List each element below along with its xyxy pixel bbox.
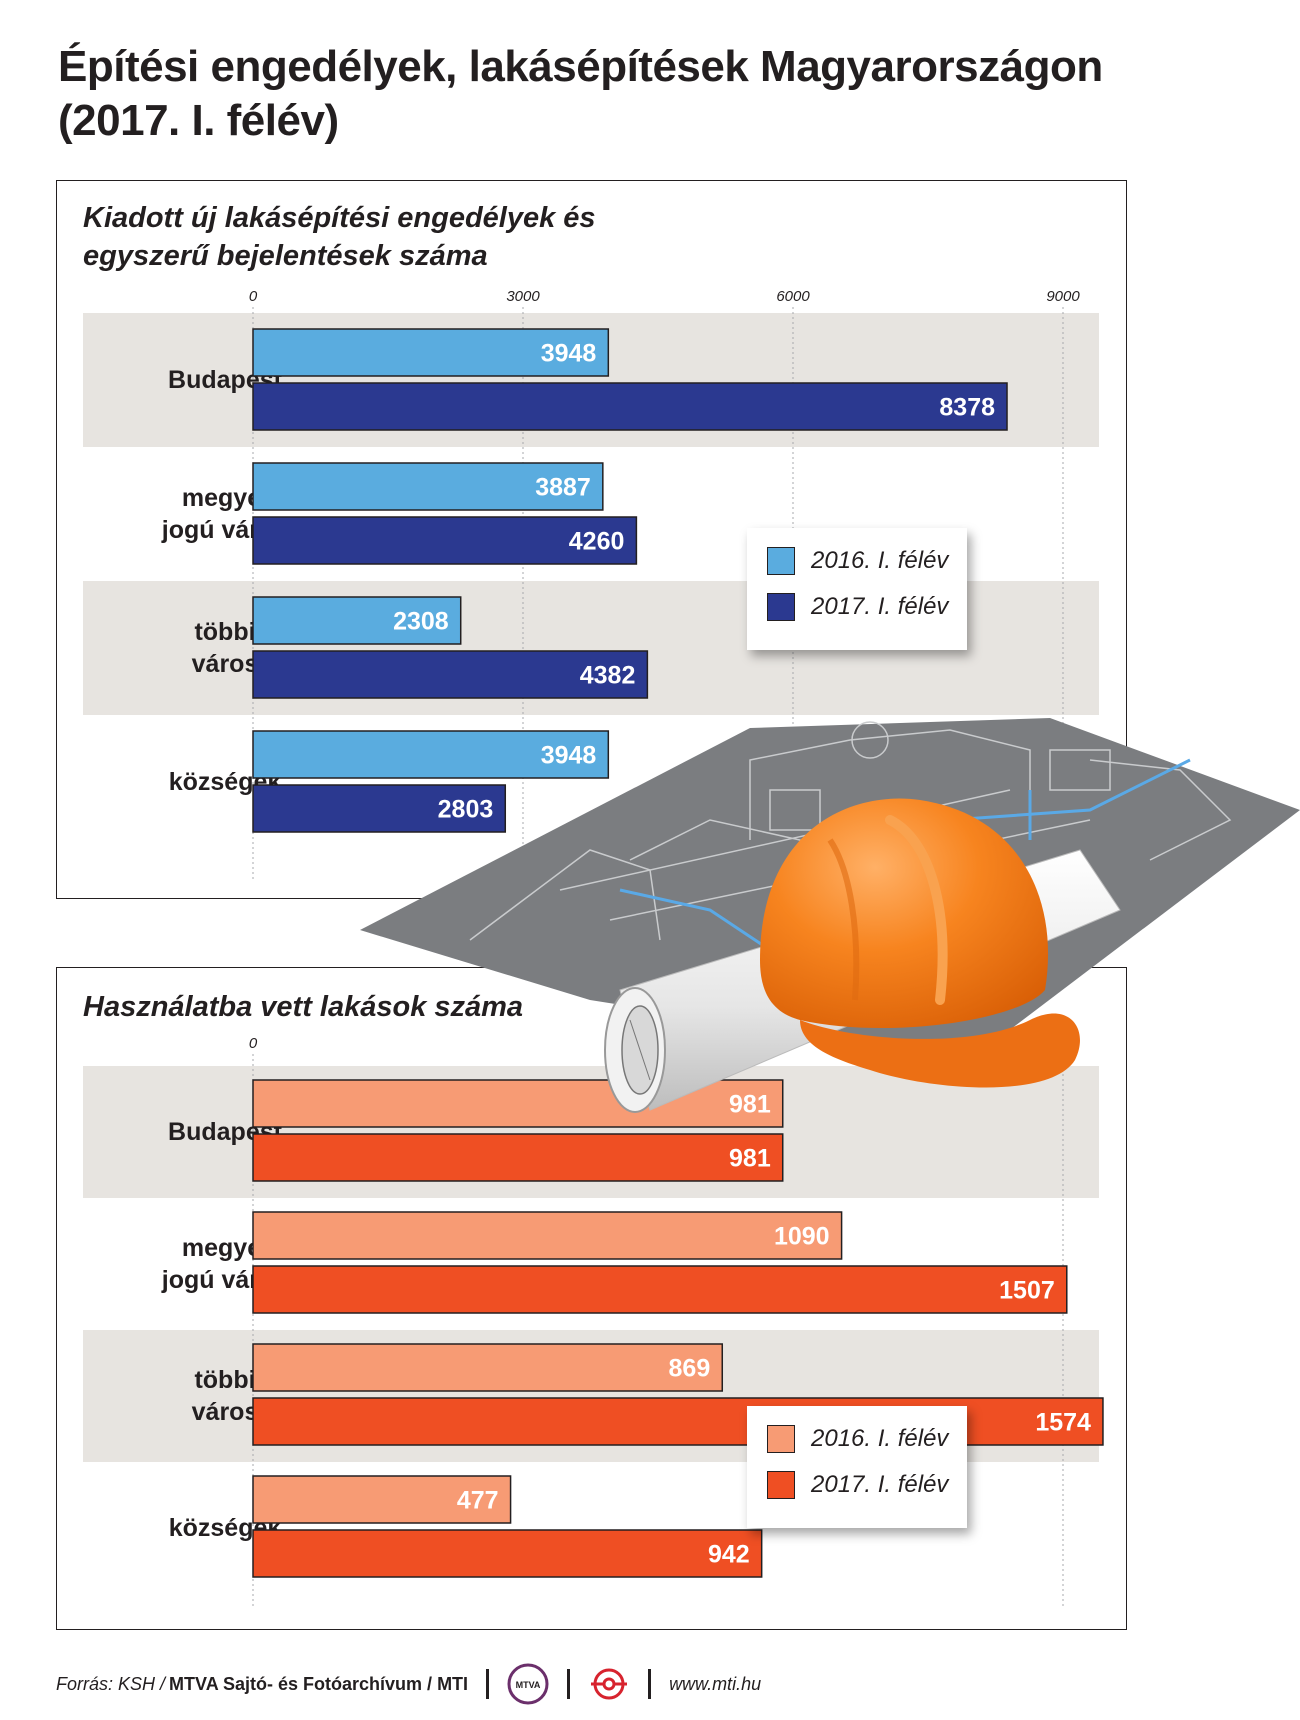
permits-bar-chart: 0 3000 6000 9000Budapest39488378megyeijogú …: [83, 288, 1099, 881]
mtva-logo-text: MTVA: [516, 1680, 541, 1690]
legend-swatch-2016: [767, 547, 795, 575]
completions-legend: 2016. I. félév 2017. I. félév: [747, 1406, 967, 1528]
bar-value-label: 942: [708, 1541, 750, 1569]
bar-value-label: 2803: [438, 796, 494, 824]
title-line-2: (2017. I. félév): [58, 96, 339, 145]
title-line-1: Építési engedélyek, lakásépítések Magyar…: [58, 42, 1103, 91]
legend-item-2016: 2016. I. félév: [767, 538, 949, 584]
completions-title-line-1: Használatba vett lakások száma: [83, 991, 524, 1023]
legend-label-2017: 2017. I. félév: [811, 593, 949, 620]
bar-2016: [252, 596, 462, 645]
tick-label: 9000: [1046, 288, 1080, 305]
permits-title-line-2: egyszerű bejelentések száma: [83, 240, 488, 272]
bar-2016: [252, 1211, 843, 1260]
bar-2017: [252, 382, 1008, 431]
bar-2017: [252, 1397, 1104, 1446]
bar-value-label: 4382: [580, 662, 636, 690]
permits-legend: 2016. I. félév 2017. I. félév: [747, 528, 967, 650]
bar-value-label: 3948: [541, 340, 597, 368]
footer-divider: [648, 1669, 652, 1699]
bar-value-label: 869: [669, 1355, 711, 1383]
bar-2017: [252, 1265, 1068, 1314]
bar-value-label: 3887: [535, 474, 591, 502]
completions-chart-title: Használatba vett lakások száma: [83, 988, 523, 1026]
bar-2017: [252, 516, 638, 565]
legend-swatch-2016: [767, 1425, 795, 1453]
category-label: többi: [194, 1366, 255, 1394]
legend-item-2017: 2017. I. félév: [767, 584, 949, 630]
tick-label: 3000: [506, 288, 540, 305]
construction-illustration: [360, 718, 1300, 1113]
tick-label: 0: [249, 1035, 258, 1052]
category-label: többi: [194, 618, 255, 646]
legend-label-2016: 2016. I. félév: [811, 1425, 949, 1452]
tick-label: 6000: [776, 288, 810, 305]
agency-credit: MTVA Sajtó- és Fotóarchívum / MTI: [169, 1673, 469, 1694]
legend-item-2017: 2017. I. félév: [767, 1462, 949, 1508]
bar-value-label: 3948: [541, 742, 597, 770]
bar-value-label: 477: [457, 1487, 499, 1515]
footer: Forrás: KSH / MTVA Sajtó- és Fotóarchívu…: [56, 1663, 1256, 1705]
bar-2017: [252, 784, 507, 833]
bar-2016: [252, 328, 610, 377]
legend-label-2016: 2016. I. félév: [811, 547, 949, 574]
bar-value-label: 1574: [1035, 1409, 1091, 1437]
tick-label: 0: [249, 288, 258, 305]
bar-2017: [252, 1133, 784, 1182]
bar-2016: [252, 1475, 512, 1524]
bar-value-label: 981: [729, 1091, 771, 1119]
page-title: Építési engedélyek, lakásépítések Magyar…: [58, 40, 1258, 148]
permits-title-line-1: Kiadott új lakásépítési engedélyek és: [83, 202, 596, 234]
source-label: Forrás: KSH /: [56, 1673, 166, 1694]
bar-2016: [252, 462, 604, 511]
bar-value-label: 8378: [939, 394, 995, 422]
bar-value-label: 981: [729, 1145, 771, 1173]
category-label: város: [192, 1398, 259, 1426]
bar-value-label: 1507: [999, 1277, 1055, 1305]
completions-bar-chart: 01500Budapest981981megyeijogú város10901…: [83, 1035, 1104, 1608]
legend-item-2016: 2016. I. félév: [767, 1416, 949, 1462]
category-label: város: [192, 650, 259, 678]
bar-2017: [252, 650, 649, 699]
website-link[interactable]: www.mti.hu: [669, 1673, 762, 1694]
permits-chart-title: Kiadott új lakásépítési engedélyek és eg…: [83, 199, 596, 275]
hard-hat: [760, 798, 1080, 1088]
mti-logo-icon: [591, 1668, 628, 1700]
bar-value-label: 1090: [774, 1223, 830, 1251]
footer-divider: [486, 1669, 490, 1699]
legend-swatch-2017: [767, 593, 795, 621]
blueprint-highlight-lines: [619, 758, 1191, 952]
bar-2016: [252, 1343, 724, 1392]
mtva-logo-icon: MTVA: [507, 1663, 549, 1705]
bar-value-label: 2308: [393, 608, 449, 636]
legend-label-2017: 2017. I. félév: [811, 1471, 949, 1498]
bar-2017: [252, 1529, 763, 1578]
legend-swatch-2017: [767, 1471, 795, 1499]
bar-2016: [252, 730, 610, 779]
bar-value-label: 4260: [569, 528, 625, 556]
footer-divider: [567, 1669, 571, 1699]
